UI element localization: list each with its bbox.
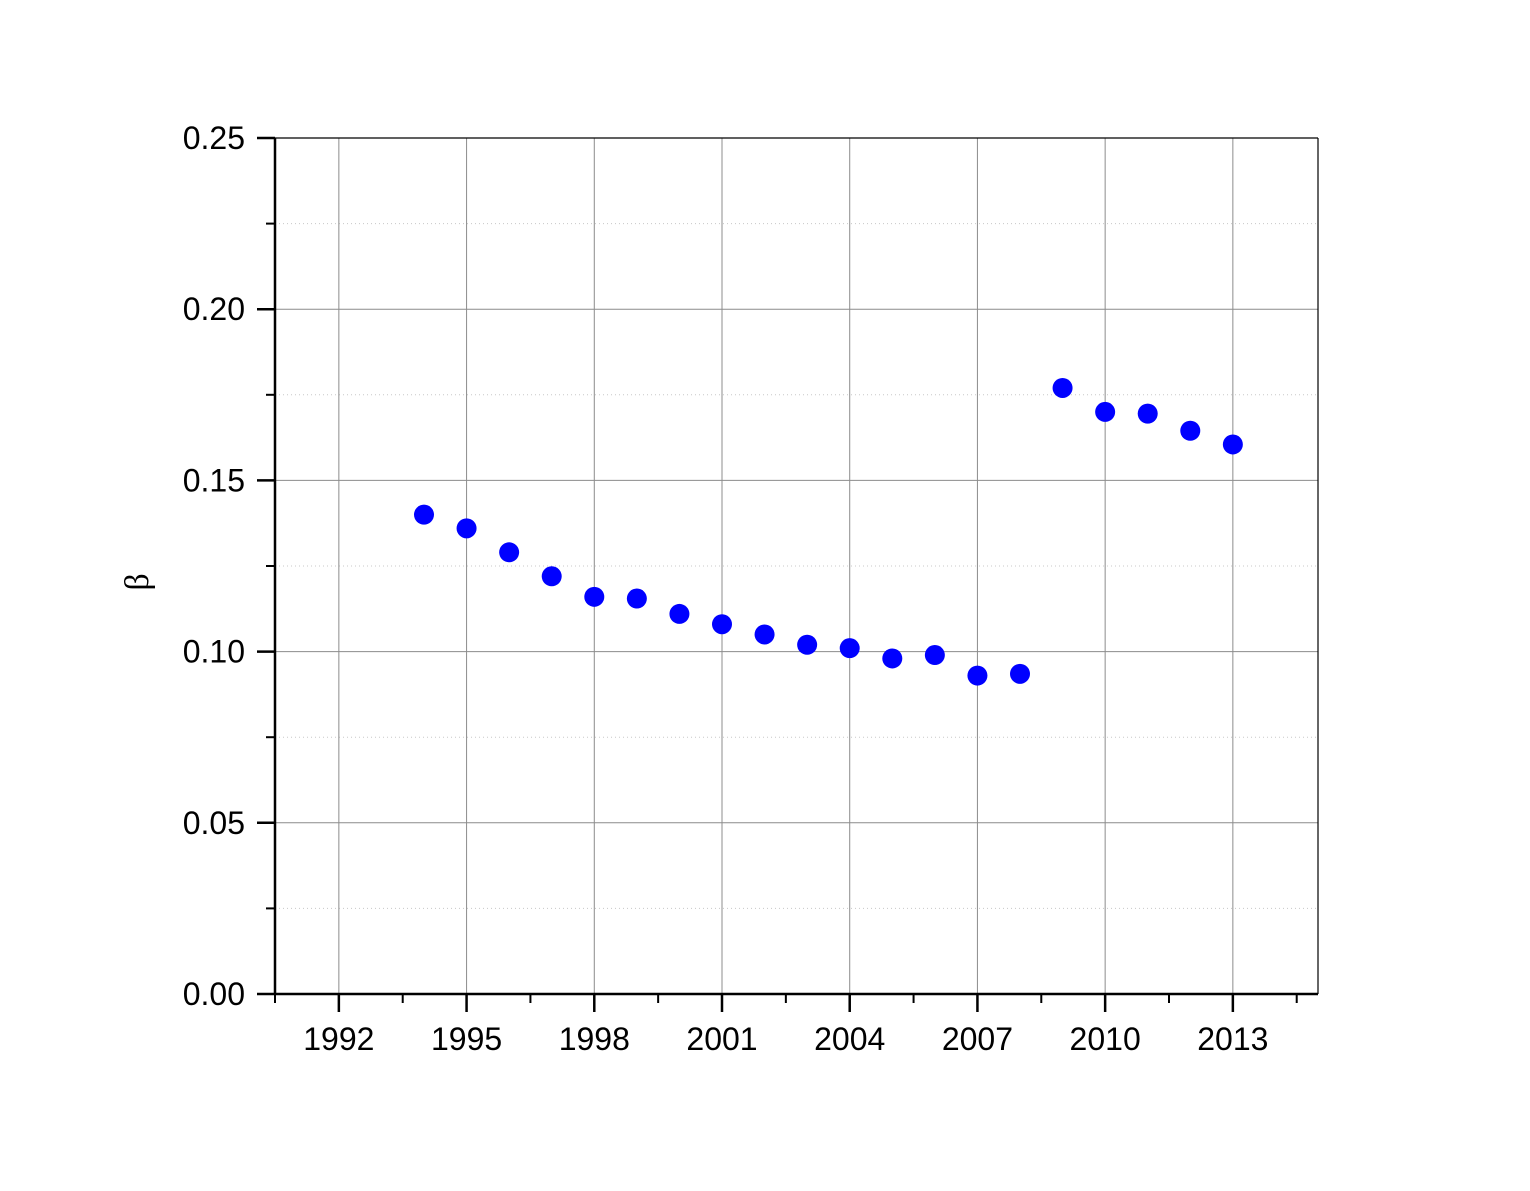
data-point [456,518,477,539]
ticks [257,136,1298,1012]
y-tick-label: 0.20 [183,291,245,327]
data-point [584,586,605,607]
data-points [414,377,1243,686]
x-tick-label: 2013 [1197,1021,1268,1057]
data-point [839,638,860,659]
x-tick-label: 1992 [303,1021,374,1057]
data-point [754,624,775,645]
x-tick-label: 2001 [686,1021,757,1057]
x-tick-label: 2004 [814,1021,885,1057]
y-tick-label: 0.15 [183,462,245,498]
data-point [626,588,647,609]
data-point [414,504,434,525]
data-point [1222,434,1243,455]
data-point [1052,377,1073,398]
x-tick-label: 1995 [431,1021,502,1057]
data-point [1180,420,1201,441]
data-point [1010,663,1030,684]
data-point [882,648,903,669]
data-point [669,603,690,624]
data-point [541,566,562,587]
data-point [1137,403,1158,424]
y-tick-label: 0.05 [183,805,245,841]
data-point [1095,401,1116,422]
tick-labels: 0.00 0.05 0.10 0.15 0.20 0.25 1992 1995 1998 2001… [183,120,1269,1057]
x-tick-label: 2010 [1070,1021,1141,1057]
data-point [967,665,988,686]
y-tick-label: 0.10 [183,634,245,670]
x-tick-label: 1998 [559,1021,630,1057]
grid [275,137,1318,994]
data-point [924,645,945,666]
y-tick-label: 0.25 [183,120,245,156]
data-point [797,634,818,655]
x-tick-label: 2007 [942,1021,1013,1057]
y-axis-title: β [119,573,156,590]
data-point [712,614,732,635]
data-point [499,542,520,563]
y-tick-label: 0.00 [183,976,245,1012]
